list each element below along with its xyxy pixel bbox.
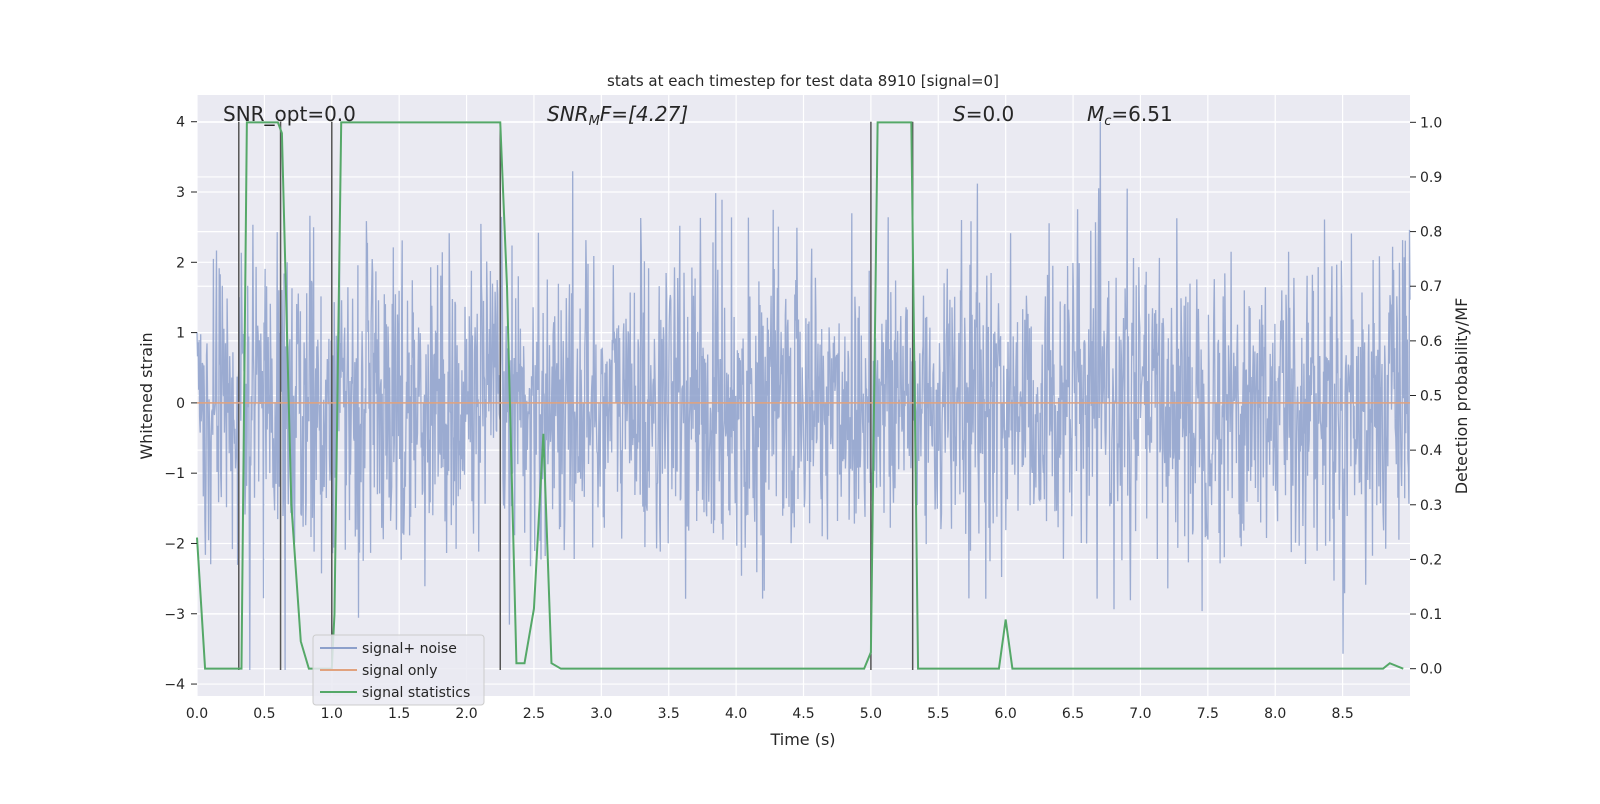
x-tick-label: 2.0 — [455, 706, 477, 722]
y-tick-label: 4 — [176, 115, 185, 131]
y-right-tick-label: 0.9 — [1420, 170, 1442, 186]
annotation-snr-opt: SNR_opt=0.0 — [223, 102, 356, 126]
y-right-axis-label: Detection probability/MF — [1452, 298, 1471, 495]
x-tick-label: 3.0 — [590, 706, 612, 722]
x-tick-label: 8.5 — [1331, 706, 1353, 722]
x-tick-label: 5.5 — [927, 706, 949, 722]
x-tick-label: 7.5 — [1197, 706, 1219, 722]
y-tick-label: −2 — [164, 536, 185, 552]
x-axis-label: Time (s) — [769, 730, 835, 749]
annotation-snr-mf: SNRMF=[4.27] — [547, 102, 688, 129]
y-right-tick-label: 0.3 — [1420, 498, 1442, 514]
y-right-tick-label: 0.2 — [1420, 552, 1442, 568]
x-tick-label: 6.0 — [995, 706, 1017, 722]
y-right-tick-label: 0.7 — [1420, 279, 1442, 295]
x-tick-label: 2.5 — [523, 706, 545, 722]
y-right-tick-label: 0.1 — [1420, 607, 1442, 623]
legend: signal+ noise signal only signal statist… — [312, 634, 485, 706]
series-signal-noise — [196, 121, 1411, 671]
annotation-s: S=0.0 — [953, 102, 1014, 126]
x-tick-label: 8.0 — [1264, 706, 1286, 722]
y-tick-label: −4 — [164, 677, 185, 693]
x-tick-label: 6.5 — [1062, 706, 1084, 722]
y-tick-label: 3 — [176, 185, 185, 201]
y-right-tick-label: 0.8 — [1420, 225, 1442, 241]
noise-line — [196, 121, 1411, 671]
y-tick-label: −3 — [164, 607, 185, 623]
legend-label-noise: signal+ noise — [362, 641, 457, 657]
y-tick-label: 1 — [176, 326, 185, 342]
legend-label-stats: signal statistics — [362, 685, 470, 701]
x-tick-label: 5.0 — [860, 706, 882, 722]
y-tick-label: 0 — [176, 396, 185, 412]
y-right-tick-label: 0.0 — [1420, 662, 1442, 678]
chart-title: stats at each timestep for test data 891… — [607, 72, 999, 90]
y-axis-ticks: 4 3 2 1 0 −1 −2 −3 −4 — [164, 115, 197, 693]
x-tick-label: 7.0 — [1129, 706, 1151, 722]
series-signal-statistics — [196, 121, 1404, 670]
signal-statistics-line — [196, 121, 1404, 670]
y-right-tick-label: 0.4 — [1420, 443, 1442, 459]
x-tick-label: 4.0 — [725, 706, 747, 722]
y-right-tick-label: 1.0 — [1420, 115, 1442, 131]
x-tick-label: 4.5 — [792, 706, 814, 722]
x-tick-label: 0.5 — [253, 706, 275, 722]
annotation-mc: Mc=6.51 — [1087, 102, 1173, 129]
legend-label-signal: signal only — [362, 663, 437, 679]
x-axis-ticks: 0.0 0.5 1.0 1.5 2.0 2.5 3.0 3.5 4.0 4.5 5.0 5.5 6.0 6… — [186, 706, 1354, 722]
y-axis-label: Whitened strain — [137, 332, 156, 459]
y-tick-label: 2 — [176, 255, 185, 271]
y-right-axis-ticks: 1.0 0.9 0.8 0.7 0.6 0.5 0.4 0.3 0.2 0.1 0.0 — [1410, 115, 1442, 678]
y-right-tick-label: 0.6 — [1420, 334, 1442, 350]
x-tick-label: 3.5 — [658, 706, 680, 722]
y-tick-label: −1 — [164, 466, 185, 482]
x-tick-label: 0.0 — [186, 706, 208, 722]
y-right-tick-label: 0.5 — [1420, 389, 1442, 405]
x-tick-label: 1.0 — [321, 706, 343, 722]
x-tick-label: 1.5 — [388, 706, 410, 722]
